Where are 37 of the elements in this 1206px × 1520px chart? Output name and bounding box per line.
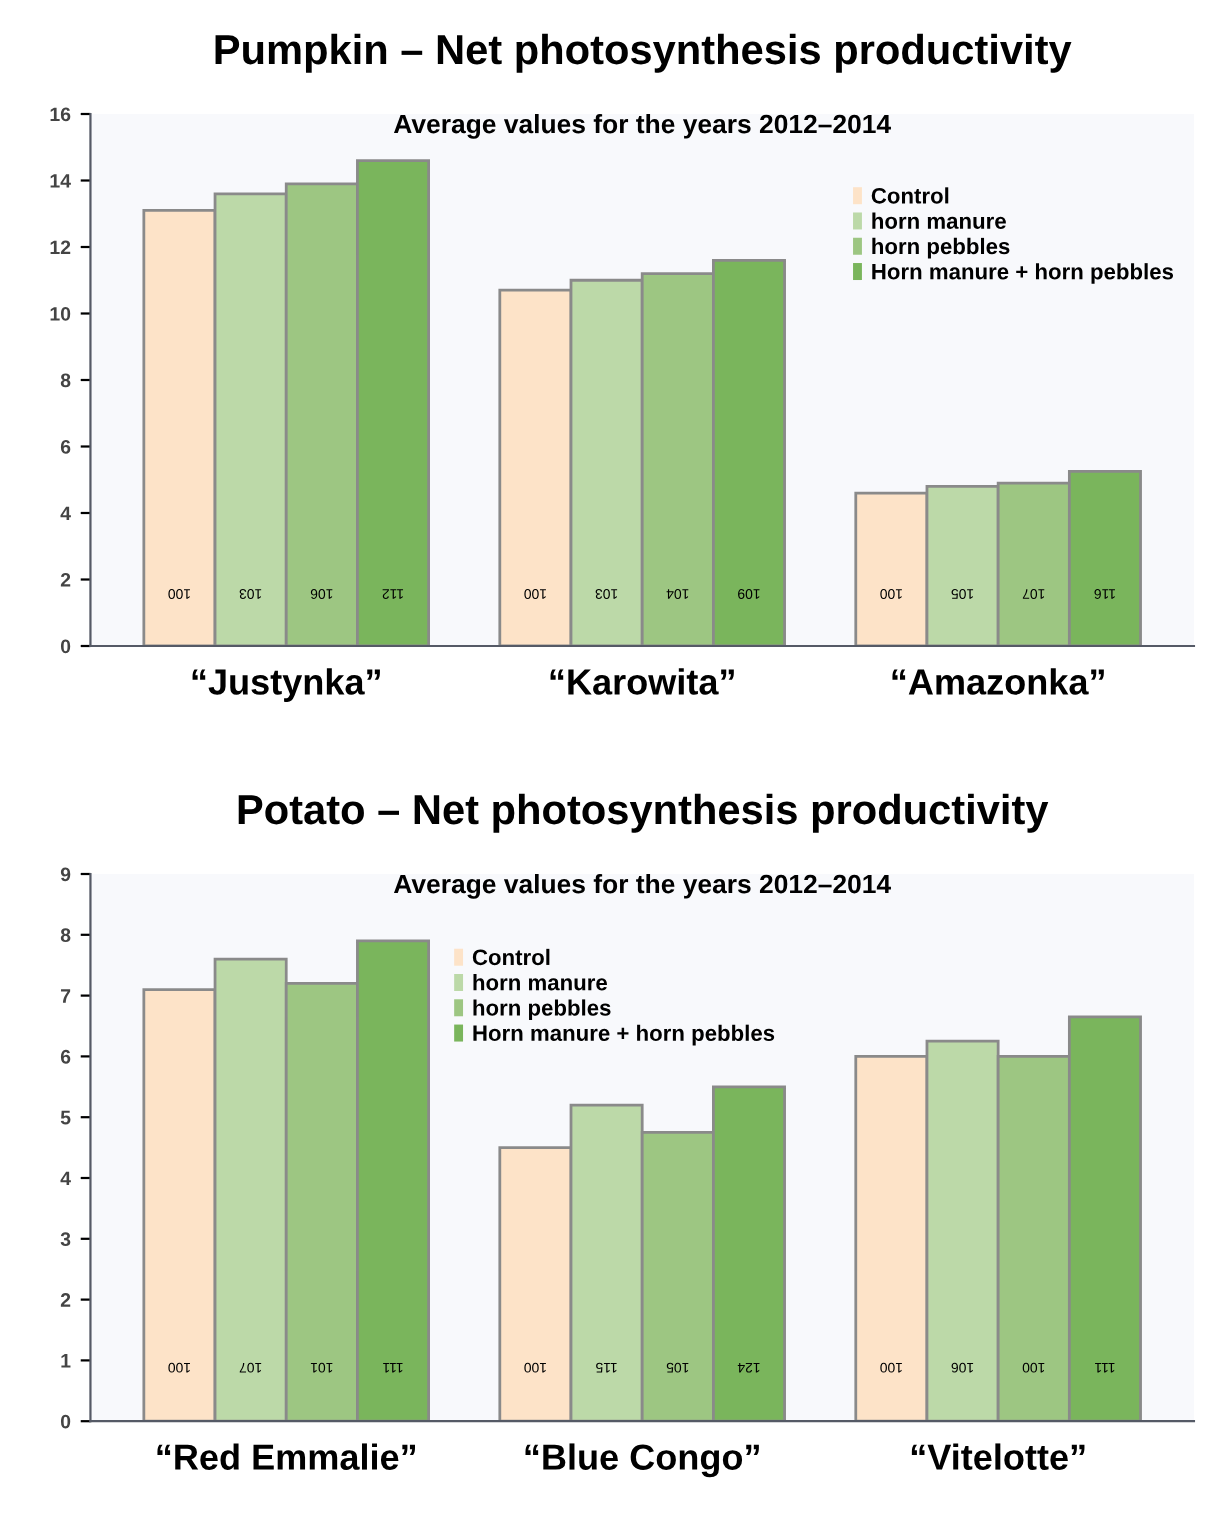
y-tick-label: 14 — [50, 174, 71, 188]
y-tick-label: 8 — [60, 928, 71, 943]
x-tick-label: “Amazonka” — [892, 668, 1104, 695]
chart-subtitle: Average values for the years 2012–2014 — [393, 114, 891, 139]
y-tick-label: 16 — [50, 107, 71, 122]
y-tick-label: 10 — [50, 306, 71, 321]
chart-title: Pumpkin – Net photosynthesis productivity — [215, 33, 1072, 73]
chart-title: Potato – Net photosynthesis productivity — [238, 793, 1049, 833]
y-tick-label: 4 — [60, 506, 71, 521]
y-tick-label: 2 — [60, 1293, 71, 1307]
x-tick-label: “Vitelotte” — [911, 1443, 1085, 1470]
y-tick-label: 2 — [60, 572, 71, 587]
y-tick-label: 8 — [60, 373, 71, 388]
legend-label: horn manure — [473, 974, 607, 991]
y-tick-label: 4 — [60, 1171, 71, 1186]
y-tick-label: 0 — [60, 639, 71, 654]
x-tick-label: “Blue Congo” — [525, 1443, 759, 1478]
x-tick-label: “Justynka” — [192, 668, 380, 702]
y-tick-label: 6 — [60, 439, 71, 454]
legend-label: horn pebbles — [872, 237, 1010, 259]
y-tick-label: 12 — [50, 240, 71, 255]
legend-label: Horn manure + horn pebbles — [872, 263, 1174, 284]
legend-label: horn pebbles — [473, 999, 611, 1021]
y-tick-label: 7 — [61, 989, 71, 1003]
legend-label: Horn manure + horn pebbles — [473, 1024, 775, 1046]
y-tick-label: 9 — [60, 867, 71, 882]
y-tick-label: 3 — [60, 1232, 71, 1247]
x-tick-label: “Karowita” — [550, 668, 734, 695]
y-tick-label: 1 — [61, 1354, 71, 1368]
y-tick-label: 6 — [60, 1049, 71, 1064]
legend-label: horn manure — [872, 212, 1006, 229]
legend-label: Control — [472, 948, 550, 966]
y-tick-label: 0 — [60, 1414, 71, 1429]
chart-subtitle: Average values for the years 2012–2014 — [393, 874, 891, 899]
legend-label: Control — [871, 187, 949, 204]
x-tick-label: “Red Emmalie” — [157, 1443, 415, 1470]
y-tick-label: 5 — [60, 1110, 71, 1125]
